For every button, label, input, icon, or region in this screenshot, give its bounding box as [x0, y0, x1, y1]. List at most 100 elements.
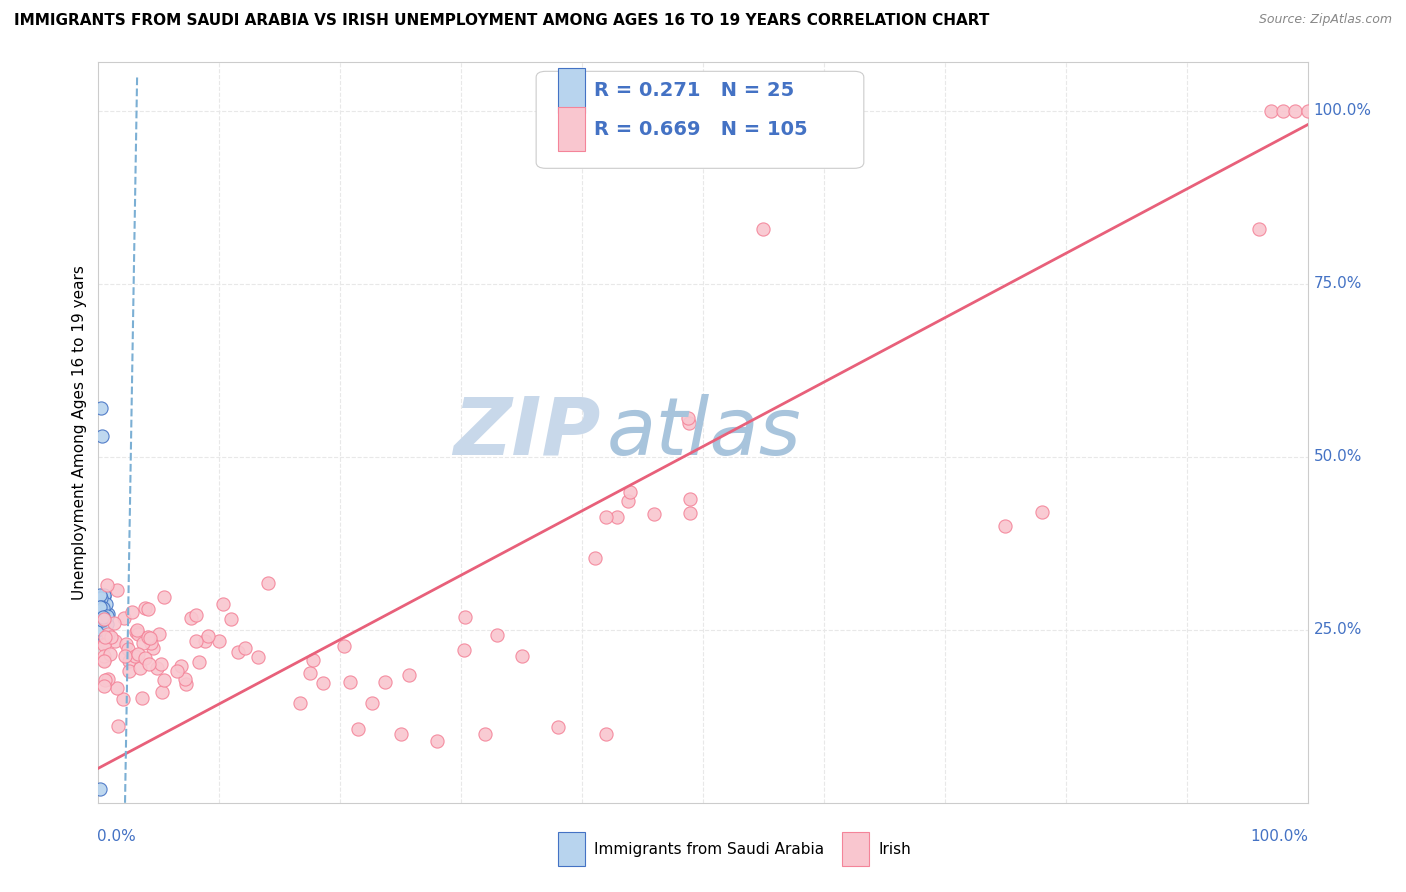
Point	[454, 609, 477, 624]
Point	[235, 641, 257, 656]
Point	[595, 726, 617, 740]
Point	[91, 613, 114, 627]
Point	[117, 642, 139, 657]
Point	[134, 651, 156, 665]
FancyBboxPatch shape	[558, 69, 585, 112]
Point	[173, 672, 195, 686]
Point	[184, 634, 207, 648]
Text: atlas: atlas	[606, 393, 801, 472]
Point	[93, 637, 115, 651]
Point	[93, 654, 115, 668]
Point	[94, 630, 117, 644]
Point	[643, 507, 665, 521]
Text: 25.0%: 25.0%	[1313, 623, 1362, 637]
Point	[212, 598, 235, 612]
Point	[678, 416, 700, 430]
Point	[1296, 103, 1319, 118]
Point	[96, 578, 118, 592]
Point	[104, 634, 127, 648]
Point	[1284, 103, 1306, 118]
Point	[149, 657, 172, 671]
FancyBboxPatch shape	[842, 832, 869, 866]
Point	[100, 647, 122, 661]
Point	[360, 696, 382, 710]
Point	[89, 612, 111, 626]
Point	[112, 611, 135, 625]
Point	[138, 601, 160, 615]
Point	[150, 684, 173, 698]
Text: 100.0%: 100.0%	[1313, 103, 1372, 119]
Point	[90, 401, 112, 416]
Point	[142, 641, 165, 656]
Point	[93, 648, 115, 663]
Point	[180, 611, 202, 625]
Point	[91, 603, 114, 617]
Point	[595, 510, 617, 524]
Point	[547, 720, 569, 734]
Point	[616, 494, 638, 508]
Point	[93, 589, 115, 603]
Point	[1260, 103, 1282, 118]
Point	[125, 624, 148, 639]
Point	[90, 591, 112, 605]
Point	[118, 664, 141, 678]
Point	[208, 634, 231, 648]
Point	[152, 673, 174, 687]
Point	[91, 429, 114, 443]
Point	[93, 679, 115, 693]
Point	[114, 637, 136, 651]
FancyBboxPatch shape	[558, 107, 585, 152]
Point	[121, 605, 143, 619]
Point	[89, 781, 111, 796]
Point	[619, 485, 641, 500]
Point	[131, 690, 153, 705]
Point	[170, 659, 193, 673]
Point	[148, 627, 170, 641]
Point	[298, 666, 321, 681]
Point	[90, 599, 112, 614]
Point	[93, 588, 115, 602]
Point	[184, 607, 207, 622]
Point	[1272, 103, 1295, 118]
Text: 75.0%: 75.0%	[1313, 277, 1362, 292]
Point	[679, 506, 702, 520]
Text: 0.0%: 0.0%	[97, 829, 136, 844]
Point	[426, 733, 449, 747]
Point	[138, 657, 160, 671]
FancyBboxPatch shape	[558, 832, 585, 866]
Point	[97, 673, 120, 687]
Point	[124, 648, 146, 663]
Point	[89, 599, 111, 614]
Point	[679, 491, 702, 506]
Point	[96, 617, 118, 632]
Point	[994, 519, 1017, 533]
Point	[96, 609, 118, 624]
Point	[606, 510, 628, 524]
Point	[91, 599, 114, 613]
Point	[134, 600, 156, 615]
Point	[91, 604, 114, 618]
Text: 50.0%: 50.0%	[1313, 450, 1362, 465]
Point	[100, 630, 122, 644]
Point	[398, 667, 420, 681]
Point	[91, 610, 114, 624]
Point	[127, 647, 149, 661]
Text: Immigrants from Saudi Arabia: Immigrants from Saudi Arabia	[595, 842, 824, 857]
Point	[219, 612, 242, 626]
Point	[97, 607, 120, 622]
Point	[94, 597, 117, 611]
Point	[103, 616, 125, 631]
Point	[141, 635, 163, 649]
Point	[333, 639, 356, 653]
Point	[510, 648, 533, 663]
Point	[136, 630, 159, 644]
Point	[188, 655, 211, 669]
Point	[97, 627, 120, 641]
Point	[302, 653, 325, 667]
Text: R = 0.271   N = 25: R = 0.271 N = 25	[595, 81, 794, 100]
Point	[125, 624, 148, 638]
Text: 100.0%: 100.0%	[1251, 829, 1309, 844]
Point	[678, 411, 700, 425]
Point	[474, 726, 496, 740]
Y-axis label: Unemployment Among Ages 16 to 19 years: Unemployment Among Ages 16 to 19 years	[72, 265, 87, 600]
